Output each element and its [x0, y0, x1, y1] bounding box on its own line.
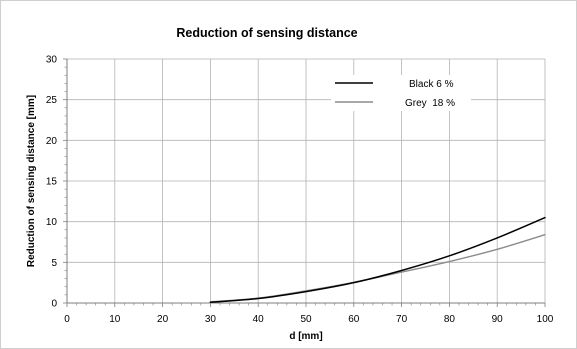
legend-background — [331, 75, 471, 111]
y-tick-label: 15 — [46, 177, 58, 188]
x-tick-label: 60 — [348, 314, 360, 325]
data-series — [209, 216, 546, 303]
x-tick-label: 10 — [109, 314, 121, 325]
x-tick-label: 0 — [64, 314, 70, 325]
x-axis-ticks: 0 10 20 30 40 50 60 70 80 90 100 — [64, 303, 554, 325]
y-tick-label: 25 — [46, 95, 58, 106]
y-tick-label: 10 — [46, 217, 58, 228]
legend: Black 6 % Grey 18 % — [331, 75, 471, 111]
y-tick-label: 5 — [51, 258, 57, 269]
x-tick-label: 50 — [300, 314, 312, 325]
y-tick-label: 0 — [51, 299, 57, 310]
legend-label-grey: Grey 18 % — [405, 98, 455, 109]
x-tick-label: 90 — [492, 314, 504, 325]
chart-title: Reduction of sensing distance — [176, 26, 357, 40]
x-tick-label: 40 — [253, 314, 265, 325]
y-axis-label: Reduction of sensing distance [mm] — [26, 95, 37, 267]
x-tick-label: 20 — [157, 314, 169, 325]
y-tick-label: 30 — [46, 55, 58, 66]
x-axis-label: d [mm] — [289, 331, 322, 342]
x-tick-label: 80 — [444, 314, 456, 325]
legend-label-black: Black 6 % — [409, 79, 454, 90]
x-tick-label: 100 — [537, 314, 554, 325]
series-line-black — [209, 216, 546, 303]
x-tick-label: 70 — [396, 314, 408, 325]
y-tick-label: 20 — [46, 136, 58, 147]
x-tick-label: 30 — [205, 314, 217, 325]
y-axis-ticks: 0 5 10 15 20 25 30 — [46, 55, 67, 310]
